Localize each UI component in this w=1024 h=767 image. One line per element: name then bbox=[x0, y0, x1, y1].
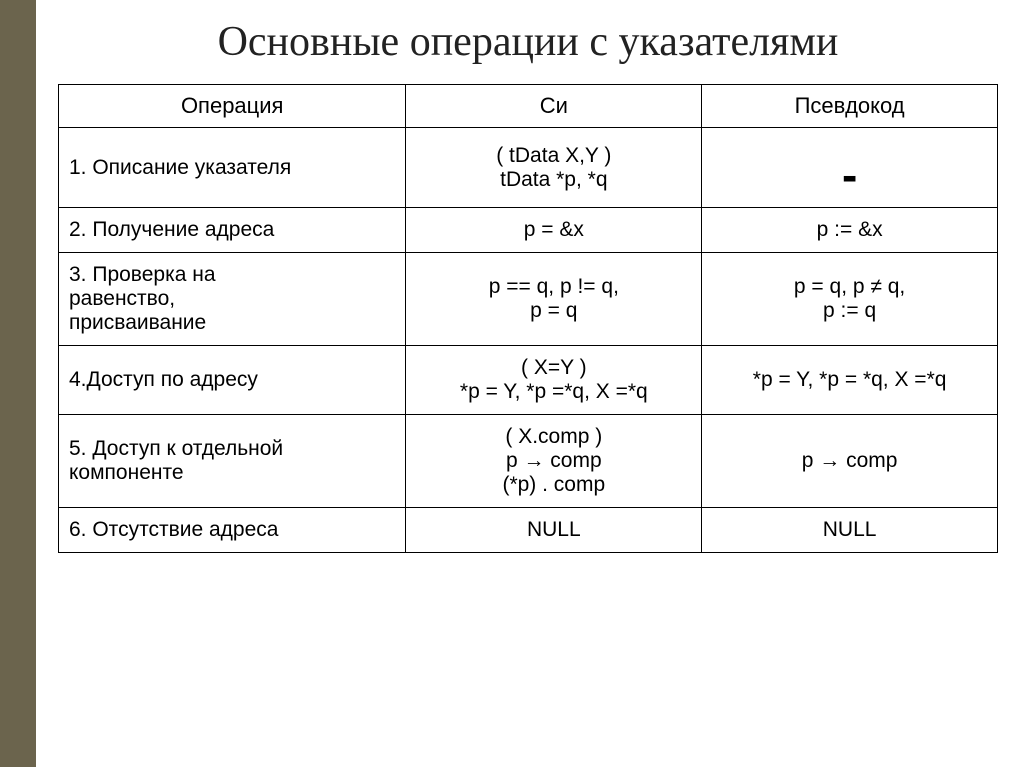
cell-pseudo: p := &x bbox=[702, 208, 998, 253]
dash-icon: - bbox=[842, 149, 857, 201]
content-area: Основные операции с указателями Операция… bbox=[58, 18, 998, 553]
table-row: 5. Доступ к отдельной компоненте ( X.com… bbox=[59, 415, 998, 508]
cell-operation: 6. Отсутствие адреса bbox=[59, 508, 406, 553]
cell-c: p == q, p != q, p = q bbox=[406, 253, 702, 346]
col-header-operation: Операция bbox=[59, 85, 406, 128]
operations-table: Операция Си Псевдокод 1. Описание указат… bbox=[58, 84, 998, 553]
cell-operation: 4.Доступ по адресу bbox=[59, 346, 406, 415]
table-row: 1. Описание указателя ( tData X,Y ) tDat… bbox=[59, 128, 998, 208]
cell-c: p = &x bbox=[406, 208, 702, 253]
col-header-pseudo: Псевдокод bbox=[702, 85, 998, 128]
cell-c: ( tData X,Y ) tData *p, *q bbox=[406, 128, 702, 208]
cell-operation: 1. Описание указателя bbox=[59, 128, 406, 208]
table-row: 6. Отсутствие адреса NULL NULL bbox=[59, 508, 998, 553]
cell-pseudo: - bbox=[702, 128, 998, 208]
cell-operation: 2. Получение адреса bbox=[59, 208, 406, 253]
table-row: 4.Доступ по адресу ( X=Y ) *p = Y, *p =*… bbox=[59, 346, 998, 415]
col-header-c: Си bbox=[406, 85, 702, 128]
cell-operation: 5. Доступ к отдельной компоненте bbox=[59, 415, 406, 508]
cell-c: NULL bbox=[406, 508, 702, 553]
cell-pseudo: *p = Y, *p = *q, X =*q bbox=[702, 346, 998, 415]
cell-pseudo: p = q, p ≠ q, p := q bbox=[702, 253, 998, 346]
cell-c: ( X=Y ) *p = Y, *p =*q, X =*q bbox=[406, 346, 702, 415]
cell-pseudo: NULL bbox=[702, 508, 998, 553]
slide-title: Основные операции с указателями bbox=[58, 18, 998, 66]
table-row: 3. Проверка на равенство, присваивание p… bbox=[59, 253, 998, 346]
table-row: 2. Получение адреса p = &x p := &x bbox=[59, 208, 998, 253]
slide: Основные операции с указателями Операция… bbox=[0, 0, 1024, 767]
table-header-row: Операция Си Псевдокод bbox=[59, 85, 998, 128]
sidebar-accent bbox=[0, 0, 36, 767]
cell-operation: 3. Проверка на равенство, присваивание bbox=[59, 253, 406, 346]
cell-c: ( X.comp ) p → comp (*p) . comp bbox=[406, 415, 702, 508]
cell-pseudo: p → comp bbox=[702, 415, 998, 508]
